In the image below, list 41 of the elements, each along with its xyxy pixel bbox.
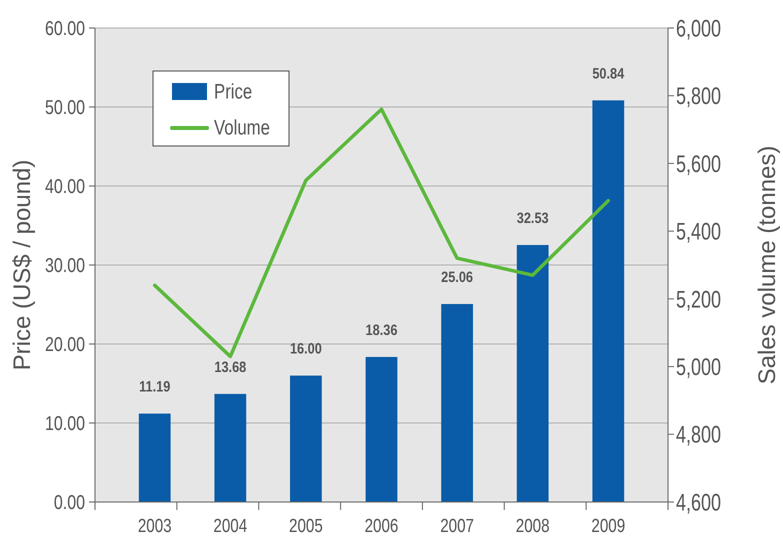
y-axis-title: Price (US$ / pound): [9, 160, 36, 370]
y-tick-label: 50.00: [44, 96, 85, 118]
y-tick-label: 60.00: [44, 17, 85, 40]
bar: [592, 100, 624, 502]
y2-tick-label: 5,600: [676, 151, 722, 178]
line-series: [152, 108, 610, 358]
legend-label: Price: [214, 80, 252, 104]
bar: [516, 245, 549, 502]
y-tick-label: 20.00: [44, 333, 85, 356]
y2-tick-label: 5,800: [676, 84, 722, 110]
data-label: 11.19: [139, 378, 171, 395]
y2-tick-label: 5,400: [676, 219, 722, 246]
bar: [138, 414, 171, 502]
y2-tick-label: 4,600: [676, 490, 722, 516]
bar: [366, 356, 398, 502]
x-tick-label: 2004: [213, 514, 248, 536]
y-tick-label: 0.00: [54, 491, 85, 514]
y2-tick-label: 4,800: [676, 422, 722, 448]
x-tick-label: 2009: [591, 514, 626, 536]
y2-tick-label: 5,200: [676, 286, 722, 313]
y-tick-label: 30.00: [44, 254, 85, 276]
y-tick-label: 10.00: [44, 412, 85, 434]
x-tick-label: 2003: [138, 514, 172, 536]
bar: [214, 394, 246, 502]
y-tick-label: 40.00: [44, 175, 85, 198]
x-tick-label: 2007: [440, 514, 474, 536]
bar: [290, 376, 322, 502]
legend-label: Volume: [214, 116, 270, 140]
data-label: 25.06: [441, 268, 474, 286]
x-tick-label: 2006: [364, 514, 398, 536]
data-label: 18.36: [366, 320, 398, 338]
y2-tick-label: 6,000: [676, 16, 722, 42]
data-label: 16.00: [290, 340, 322, 357]
data-label: 50.84: [592, 64, 624, 82]
x-tick-label: 2008: [516, 514, 550, 536]
bar: [441, 304, 473, 502]
y2-tick-label: 5,000: [676, 354, 722, 381]
data-label: 32.53: [516, 209, 549, 226]
x-tick-label: 2005: [289, 514, 323, 536]
y2-axis-title: Sales volume (tonnes): [754, 146, 781, 384]
data-label: 13.68: [214, 358, 246, 376]
